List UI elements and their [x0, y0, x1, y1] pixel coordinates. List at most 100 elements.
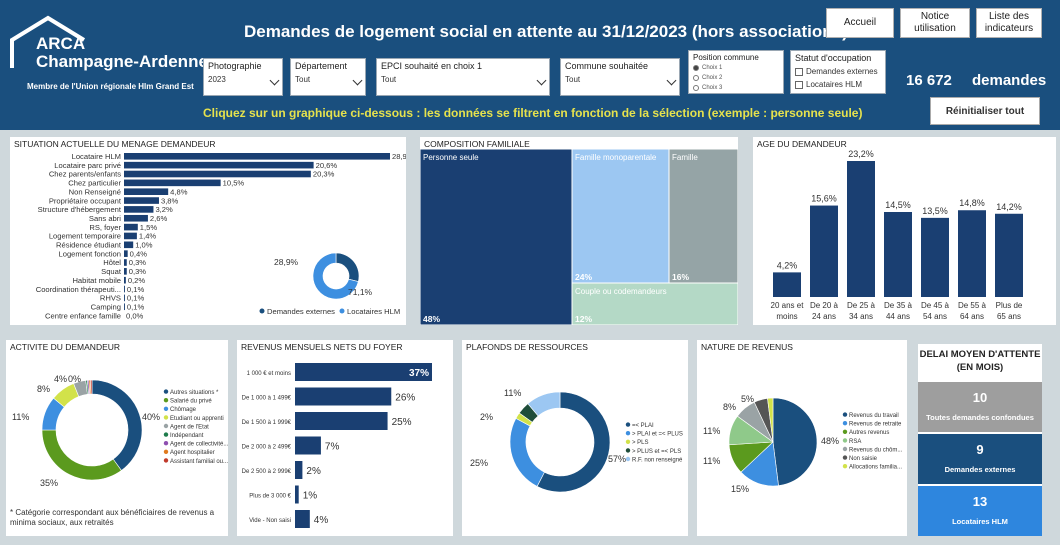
- delai-label: Toutes demandes confondues: [926, 413, 1034, 422]
- accueil-label: Accueil: [843, 17, 877, 28]
- delai-card-externes[interactable]: 9 Demandes externes: [918, 434, 1042, 484]
- notice-button[interactable]: Notice utilisation: [900, 8, 970, 38]
- revenus-bar: [295, 363, 432, 381]
- situation-data-label: 0,1%: [127, 294, 145, 303]
- legend-dot: [842, 429, 848, 434]
- radio-choix-1[interactable]: Choix 1: [693, 63, 779, 73]
- age-chart[interactable]: 4,2% 20 ans et moins 15,6% De 20 à 24 ans 23,2…: [753, 137, 1056, 325]
- treemap-cell-label: Personne seule: [423, 153, 479, 162]
- treemap-cell-label: Famille: [672, 153, 698, 162]
- notice-label: Notice utilisation: [914, 11, 956, 34]
- epci-slicer[interactable]: EPCI souhaité en choix 1 Tout: [376, 58, 550, 96]
- treemap-cell-label: Famille monoparentale: [575, 153, 657, 162]
- revenus-bar: [295, 510, 310, 528]
- treemap-cell-value: 16%: [672, 272, 689, 282]
- age-data-label: 15,6%: [811, 194, 837, 204]
- situation-category-label: Logement fonction: [59, 249, 121, 258]
- situation-bar: [124, 241, 134, 249]
- age-bar: [921, 217, 949, 297]
- photographie-slicer[interactable]: Photographie 2023: [203, 58, 283, 96]
- commune-value: Tout: [565, 75, 581, 84]
- situation-category-label: Habitat mobile: [72, 276, 121, 285]
- age-tick-label: De 25 à: [847, 301, 876, 310]
- logo-line-1: ARCA: [36, 34, 86, 53]
- commune-slicer[interactable]: Commune souhaitée Tout: [560, 58, 680, 96]
- delai-card-locataires[interactable]: 13 Locataires HLM: [918, 486, 1042, 536]
- plafonds-chart[interactable]: 57% 25% 2% 11% =< PLAI > PLAI et =< PLUS > PLS…: [462, 340, 688, 536]
- situation-bar: [124, 250, 128, 257]
- checkbox-demandes-externes[interactable]: Demandes externes: [795, 65, 881, 78]
- arca-logo: ARCA Champagne-Ardenne Membre de l'Union…: [8, 10, 208, 100]
- situation-category-label: RS, foyer: [89, 223, 121, 232]
- activite-title: ACTIVITE DU DEMANDEUR: [10, 342, 121, 352]
- situation-bar: [124, 197, 159, 204]
- age-bar: [773, 272, 801, 297]
- age-title: AGE DU DEMANDEUR: [757, 139, 847, 149]
- situation-data-label: 0,1%: [127, 285, 145, 294]
- revenus-category-label: De 1 500 à 1 999€: [242, 420, 292, 426]
- revenus-data-label: 25%: [392, 417, 412, 428]
- situation-data-label: 1,5%: [140, 223, 158, 232]
- plafonds-legend-label: > PLS: [632, 440, 649, 446]
- situation-donut-label: 28,9%: [274, 257, 299, 267]
- age-tick-label: 24 ans: [812, 312, 836, 321]
- nature-chart[interactable]: 48% 15% 11% 11% 8% 5% Revenus du travail Revenu…: [697, 340, 907, 536]
- situation-bar: [124, 170, 311, 178]
- plafonds-legend-label: R.F. non renseigné: [632, 457, 683, 463]
- situation-data-label: 10,5%: [223, 179, 245, 188]
- instruction-text: Cliquez sur un graphique ci-dessous : le…: [203, 106, 863, 120]
- situation-data-label: 0,3%: [129, 258, 147, 267]
- treemap-cell-value: 12%: [575, 314, 592, 324]
- accueil-button[interactable]: Accueil: [826, 8, 894, 38]
- revenus-category-label: Vide - Non saisi: [249, 518, 291, 524]
- situation-category-label: Propriétaire occupant: [49, 196, 122, 205]
- composition-panel: COMPOSITION FAMILIALE Personne seule 48% F…: [420, 137, 738, 325]
- activite-legend-label: Agent de l'Etat: [170, 424, 209, 430]
- radio-icon: [693, 75, 699, 81]
- radio-choix-3[interactable]: Choix 3: [693, 83, 779, 93]
- situation-bar: [124, 188, 169, 195]
- activite-legend-label: Assistant familial ou...: [170, 459, 228, 465]
- radio-icon: [693, 85, 699, 91]
- activite-data-label: 0%: [68, 374, 81, 384]
- indicateurs-button[interactable]: Liste des indicateurs: [976, 8, 1042, 38]
- situation-category-label: Logement temporaire: [49, 232, 121, 241]
- kpi-value: 16 672: [906, 72, 952, 89]
- situation-legend-label: Locataires HLM: [347, 307, 400, 316]
- revenus-chart[interactable]: 1 000 € et moins 37% De 1 000 à 1 499€ 26% D…: [237, 340, 453, 536]
- activite-chart[interactable]: 40% 35% 11% 8% 4% 0% Autres situations * Salari…: [6, 340, 228, 536]
- checkbox-locataires-hlm[interactable]: Locataires HLM: [795, 78, 881, 91]
- age-tick-label: De 55 à: [958, 301, 987, 310]
- composition-treemap[interactable]: Personne seule 48% Famille monoparentale 24…: [420, 137, 738, 325]
- nature-legend-label: Revenus de retraite: [849, 422, 902, 428]
- nature-data-label: 15%: [731, 484, 749, 494]
- plafonds-data-label: 11%: [504, 388, 521, 398]
- radio-choix-2[interactable]: Choix 2: [693, 73, 779, 83]
- activite-legend-label: Chômage: [170, 407, 197, 413]
- situation-legend-label: Demandes externes: [267, 307, 335, 316]
- situation-bar: [124, 294, 125, 302]
- legend-dot: [842, 438, 848, 443]
- revenus-data-label: 2%: [306, 466, 321, 477]
- statut-occupation-slicer: Statut d'occupation Demandes externes Lo…: [790, 50, 886, 94]
- age-tick-label: De 20 à: [810, 301, 839, 310]
- revenus-category-label: 1 000 € et moins: [247, 371, 291, 377]
- departement-slicer[interactable]: Département Tout: [290, 58, 366, 96]
- age-data-label: 23,2%: [848, 149, 874, 159]
- legend-dot: [842, 446, 848, 452]
- logo-line-2: Champagne-Ardenne: [36, 52, 208, 71]
- situation-data-label: 0,3%: [129, 267, 147, 276]
- kpi-label: demandes: [972, 72, 1047, 89]
- reset-button[interactable]: Réinitialiser tout: [930, 97, 1040, 125]
- delai-label: Demandes externes: [944, 465, 1016, 474]
- nature-data-label: 11%: [703, 426, 720, 436]
- activite-legend-label: Autres situations *: [170, 390, 219, 396]
- nature-panel: NATURE DE REVENUS 48% 15% 11% 11% 8% 5% Revenu…: [697, 340, 907, 536]
- nature-legend-label: Revenus du chôm...: [849, 447, 903, 453]
- situation-chart[interactable]: Locataire HLM 28,9% Locataire parc privé 20…: [10, 137, 406, 325]
- age-bar: [995, 213, 1023, 297]
- delai-card-toutes[interactable]: 10 Toutes demandes confondues: [918, 382, 1042, 432]
- situation-title: SITUATION ACTUELLE DU MENAGE DEMANDEUR: [14, 139, 216, 149]
- legend-dot: [339, 308, 345, 314]
- age-data-label: 14,8%: [959, 198, 985, 208]
